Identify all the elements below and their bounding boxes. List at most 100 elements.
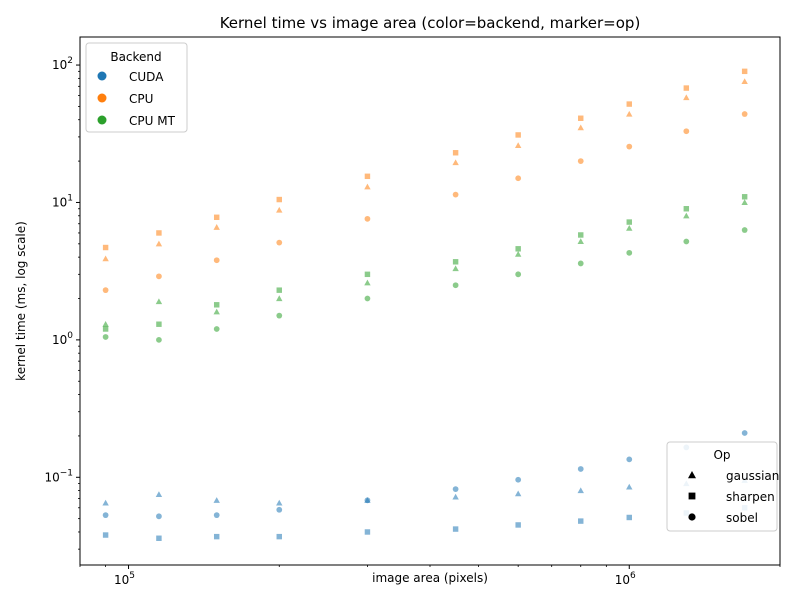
- chart-title: Kernel time vs image area (color=backend…: [220, 14, 641, 32]
- data-point: [626, 249, 633, 256]
- x-axis-label: image area (pixels): [372, 571, 488, 585]
- data-point: [276, 533, 282, 540]
- data-point: [514, 142, 522, 149]
- data-point: [102, 334, 109, 340]
- legend-label: CUDA: [129, 70, 164, 84]
- legend-label: sharpen: [726, 490, 775, 504]
- data-point: [452, 486, 459, 493]
- data-point: [213, 257, 220, 264]
- legend-swatch: [97, 115, 107, 125]
- data-point: [452, 259, 459, 265]
- data-point: [683, 128, 690, 135]
- data-point: [577, 238, 584, 245]
- data-point: [276, 206, 283, 213]
- plot-frame: [79, 36, 781, 566]
- data-point: [577, 487, 584, 494]
- data-point: [741, 199, 748, 206]
- data-point: [626, 483, 633, 490]
- data-point: [276, 196, 282, 203]
- data-point: [683, 85, 690, 91]
- data-point: [452, 265, 459, 272]
- data-point: [515, 175, 522, 182]
- data-point: [213, 308, 220, 315]
- data-point: [364, 295, 371, 302]
- data-point: [452, 493, 459, 500]
- data-point: [364, 215, 371, 222]
- y-axis-label: kernel time (ms, log scale): [14, 221, 28, 381]
- legend-title: Backend: [110, 50, 161, 64]
- data-point: [741, 430, 748, 436]
- data-point: [156, 535, 162, 541]
- data-point: [578, 232, 584, 238]
- data-point: [515, 522, 521, 528]
- data-point: [741, 68, 748, 75]
- data-point: [452, 191, 459, 198]
- data-point: [577, 124, 584, 131]
- data-point: [102, 326, 109, 332]
- data-point: [213, 214, 220, 221]
- data-point: [364, 279, 371, 286]
- legend-label: CPU: [129, 92, 153, 106]
- legend-swatch: [97, 93, 107, 103]
- data-point: [102, 512, 109, 519]
- data-point: [156, 513, 162, 520]
- data-point: [514, 490, 522, 497]
- data-point: [683, 94, 690, 101]
- data-point: [626, 143, 633, 150]
- data-point: [626, 514, 632, 521]
- data-point: [364, 183, 371, 190]
- data-point: [683, 238, 690, 245]
- data-point: [515, 271, 522, 278]
- data-point: [276, 499, 283, 506]
- data-point: [102, 287, 109, 294]
- data-point: [626, 101, 632, 107]
- data-point: [102, 321, 109, 327]
- data-point: [156, 336, 162, 343]
- data-point: [364, 529, 371, 535]
- data-point: [213, 533, 220, 540]
- data-point: [276, 295, 283, 302]
- data-point: [155, 298, 163, 305]
- op-legend: Op gaussian sharpen sobel: [666, 441, 779, 532]
- data-point: [364, 497, 371, 504]
- data-point: [156, 273, 162, 280]
- legend-marker: [688, 471, 696, 479]
- data-point: [626, 224, 633, 231]
- data-point: [515, 132, 521, 138]
- data-point: [276, 287, 282, 293]
- data-point: [741, 227, 748, 233]
- data-point: [102, 244, 109, 251]
- data-point: [155, 240, 163, 247]
- legend-marker: [688, 492, 696, 500]
- legend-label: gaussian: [726, 469, 779, 483]
- legend-label: CPU MT: [129, 114, 176, 128]
- data-point: [213, 512, 220, 519]
- data-point: [452, 526, 459, 532]
- data-point: [156, 321, 162, 327]
- data-point: [452, 150, 459, 156]
- data-point: [452, 282, 459, 289]
- legend-box: [666, 441, 778, 532]
- data-point: [276, 239, 283, 246]
- data-point: [626, 110, 633, 117]
- data-point: [683, 206, 690, 212]
- data-point: [213, 326, 220, 332]
- data-point: [626, 456, 633, 463]
- legend-label: sobel: [726, 511, 758, 525]
- data-point: [626, 219, 632, 225]
- legend-title: Op: [713, 448, 730, 462]
- data-point: [155, 491, 163, 498]
- legend-box: [85, 42, 188, 133]
- data-point: [683, 212, 690, 219]
- data-point: [276, 506, 283, 513]
- data-point: [102, 532, 109, 538]
- data-point: [102, 255, 109, 262]
- data-point: [578, 518, 584, 524]
- data-point: [102, 499, 109, 506]
- data-point: [515, 246, 521, 252]
- legend-swatch: [97, 71, 107, 81]
- data-point: [515, 476, 522, 483]
- data-point: [577, 466, 584, 472]
- backend-legend: Backend CUDA CPU CPU MT: [85, 42, 188, 133]
